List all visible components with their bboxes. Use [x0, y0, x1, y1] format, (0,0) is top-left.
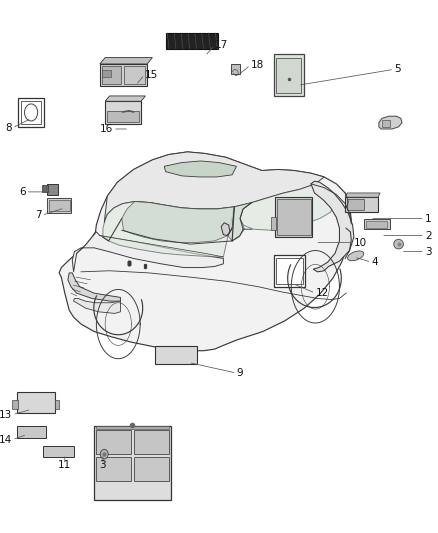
Bar	[274, 255, 305, 287]
Polygon shape	[345, 193, 380, 197]
Bar	[17, 392, 55, 413]
Text: 3: 3	[425, 247, 431, 256]
Ellipse shape	[348, 251, 364, 261]
Text: 18: 18	[251, 60, 264, 70]
Polygon shape	[100, 58, 152, 64]
Bar	[49, 200, 70, 211]
Bar	[102, 66, 121, 84]
Bar	[155, 346, 197, 364]
Text: 9: 9	[237, 368, 243, 378]
Bar	[100, 64, 147, 86]
Bar	[276, 258, 303, 284]
Text: 10: 10	[354, 238, 367, 247]
Polygon shape	[240, 184, 334, 230]
Polygon shape	[122, 201, 234, 243]
Bar	[105, 101, 141, 124]
Bar	[134, 457, 169, 481]
Bar	[107, 111, 139, 122]
Bar	[166, 33, 218, 49]
Text: 17: 17	[215, 41, 228, 50]
Ellipse shape	[394, 239, 403, 249]
Bar	[345, 197, 378, 212]
Bar	[55, 400, 59, 409]
Bar	[18, 98, 44, 127]
Text: 13: 13	[0, 410, 12, 419]
Text: 1: 1	[425, 214, 431, 223]
Bar	[366, 221, 387, 228]
Polygon shape	[59, 152, 351, 351]
Bar	[47, 184, 58, 195]
Text: 16: 16	[100, 124, 113, 134]
Text: 7: 7	[35, 211, 42, 220]
Bar	[275, 197, 312, 237]
Bar	[274, 54, 304, 96]
Bar	[43, 446, 74, 457]
Bar	[271, 217, 276, 230]
Bar	[276, 58, 301, 93]
Polygon shape	[228, 203, 252, 241]
Text: 8: 8	[6, 123, 12, 133]
Text: 11: 11	[58, 460, 71, 470]
Text: 4: 4	[371, 257, 378, 267]
Text: 12: 12	[315, 288, 328, 298]
Polygon shape	[379, 116, 402, 129]
Text: 3: 3	[99, 460, 106, 470]
Bar	[124, 66, 145, 84]
Polygon shape	[164, 161, 237, 177]
Polygon shape	[103, 201, 234, 257]
Polygon shape	[74, 298, 120, 313]
Polygon shape	[104, 152, 324, 223]
Text: 15: 15	[145, 70, 158, 79]
Bar	[231, 64, 240, 74]
Bar	[12, 400, 18, 409]
Bar	[364, 219, 390, 229]
Bar	[17, 426, 46, 438]
Text: 6: 6	[19, 187, 25, 197]
Bar	[382, 120, 390, 127]
Bar	[347, 199, 364, 210]
Text: 5: 5	[394, 64, 401, 74]
Polygon shape	[72, 232, 223, 272]
Bar	[102, 70, 111, 77]
Text: 14: 14	[0, 435, 12, 445]
Bar	[94, 426, 171, 500]
Polygon shape	[311, 181, 354, 272]
Polygon shape	[68, 273, 120, 301]
Polygon shape	[105, 96, 145, 101]
Polygon shape	[221, 223, 230, 236]
Bar	[96, 426, 169, 429]
Ellipse shape	[100, 449, 108, 459]
Bar	[96, 430, 131, 454]
Bar	[21, 101, 41, 124]
Text: 2: 2	[425, 231, 431, 240]
Bar	[96, 457, 131, 481]
Bar	[47, 198, 71, 213]
Bar	[277, 199, 311, 235]
Bar	[134, 430, 169, 454]
Bar	[42, 185, 48, 192]
